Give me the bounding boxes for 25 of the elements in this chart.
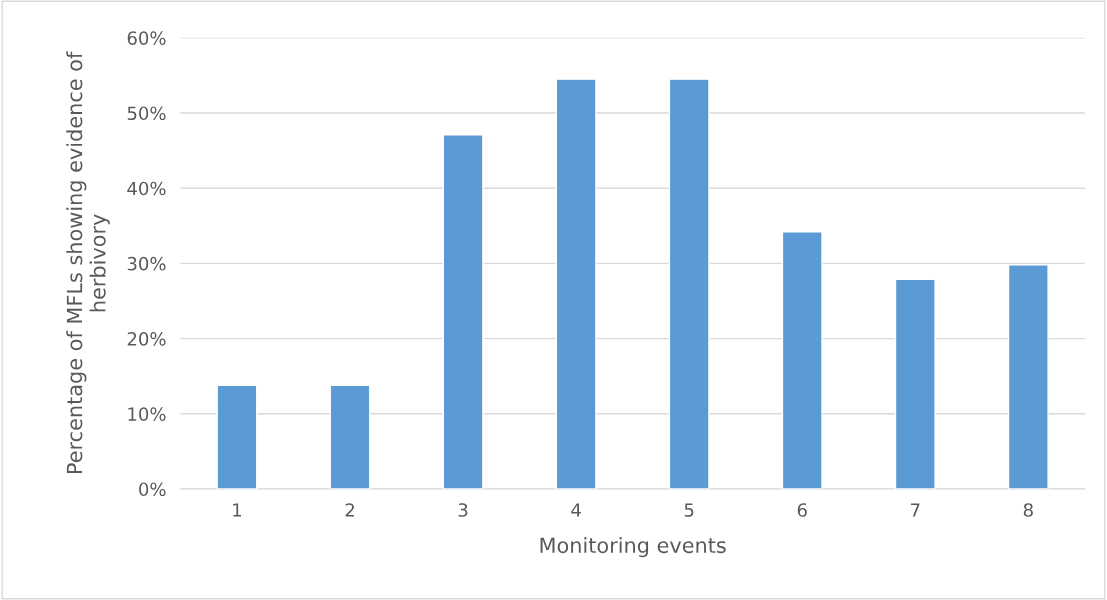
bar [668, 78, 710, 489]
x-tick-label: 3 [458, 503, 468, 517]
bar [329, 384, 371, 489]
x-axis-title: Monitoring events [540, 537, 726, 558]
x-tick-label: 7 [911, 503, 920, 517]
bar [781, 231, 823, 489]
bar [555, 78, 597, 489]
y-tick-label: 10% [128, 407, 166, 421]
bar [442, 134, 484, 489]
y-tick-label: 50% [127, 106, 166, 121]
bar [894, 278, 936, 489]
bar [216, 384, 258, 489]
y-tick-label: 60% [127, 31, 166, 45]
x-tick-label: 8 [1023, 503, 1033, 517]
bar [1007, 264, 1049, 489]
y-axis-title: Percentage of MFLs showing evidence of herbivory [66, 51, 110, 474]
y-tick-label: 20% [127, 332, 166, 346]
y-tick-label: 0% [139, 482, 166, 497]
y-tick-label: 30% [127, 256, 166, 271]
x-tick-label: 4 [571, 503, 581, 517]
x-tick-label: 2 [345, 503, 354, 517]
x-tick-label: 5 [684, 503, 694, 517]
x-tick-label: 6 [797, 503, 807, 517]
y-tick-label: 40% [127, 181, 166, 196]
x-tick-label: 1 [233, 503, 242, 517]
